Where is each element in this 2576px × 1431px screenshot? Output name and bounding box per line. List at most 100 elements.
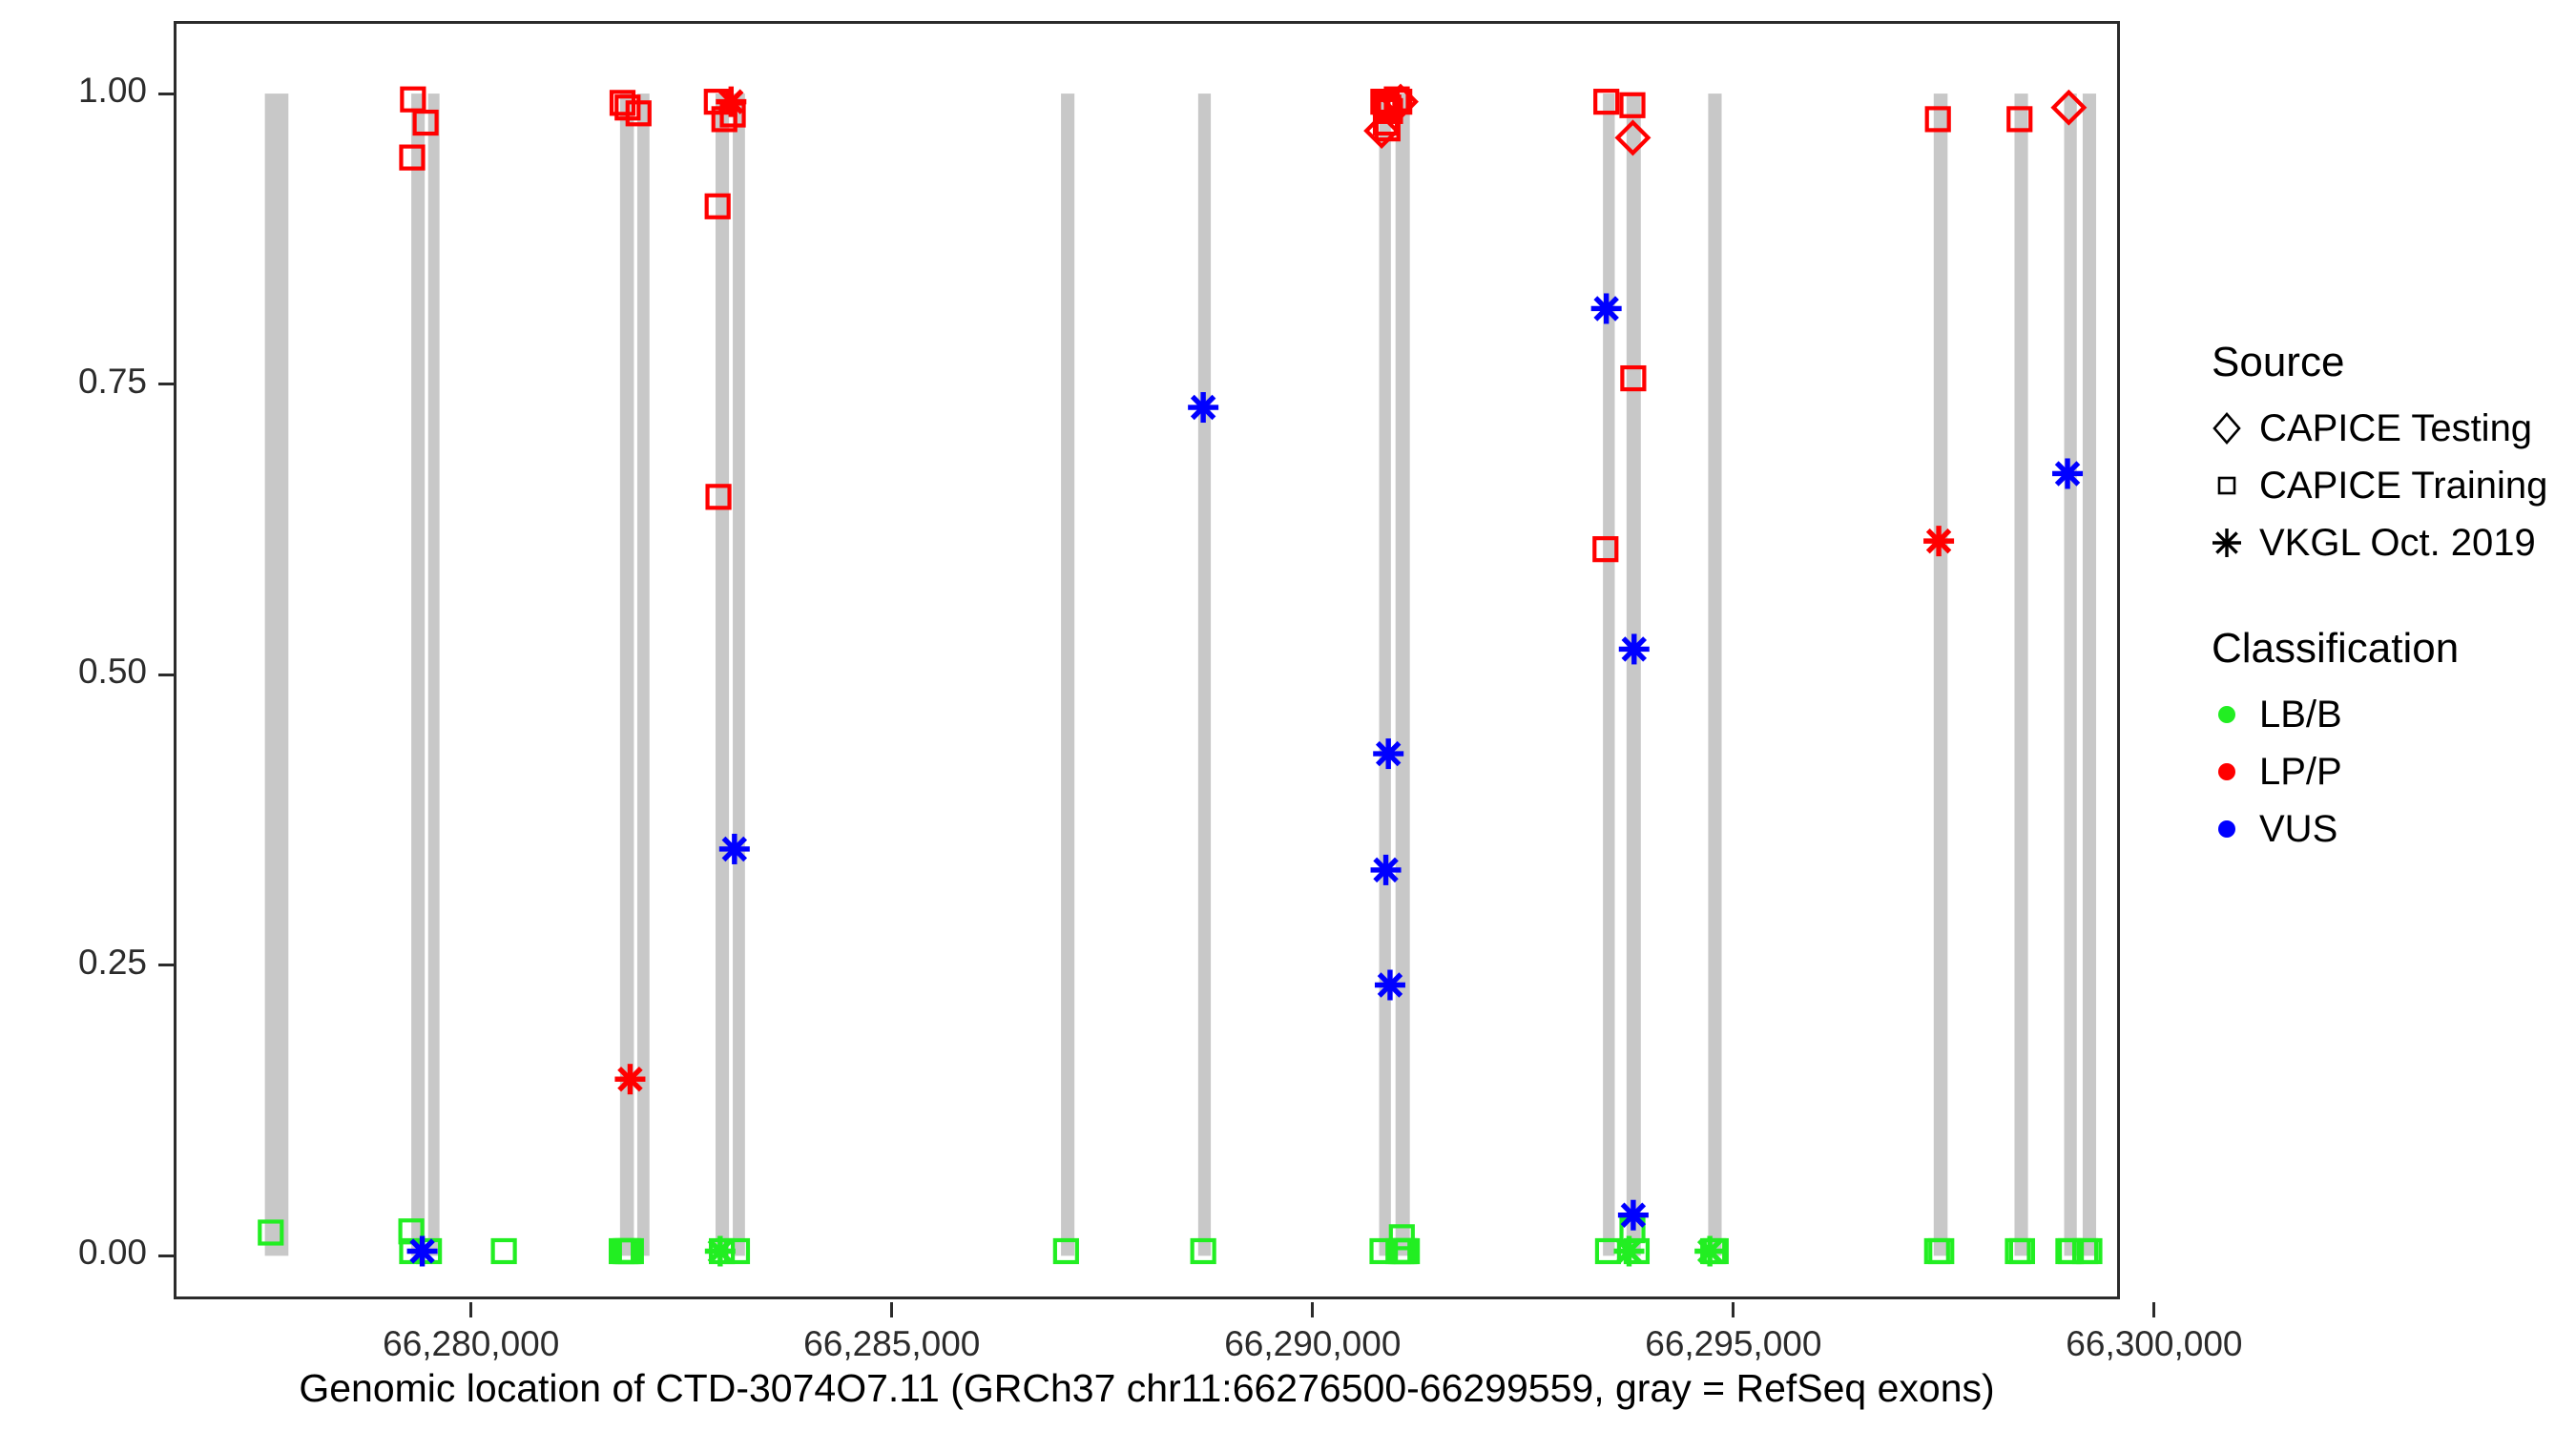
data-point <box>617 1237 644 1265</box>
x-axis-tick-label: 66,290,000 <box>1224 1324 1402 1363</box>
data-point <box>1928 1237 1955 1265</box>
data-point <box>2076 1237 2103 1265</box>
dot-icon-lbb <box>2194 695 2259 734</box>
legend-title-source: Source <box>2212 339 2345 385</box>
data-point <box>704 1235 736 1267</box>
data-point <box>614 1064 646 1095</box>
data-point <box>1619 92 1646 118</box>
x-axis-tick <box>2152 1302 2156 1317</box>
data-point <box>1694 1235 1726 1267</box>
legend-label-lpp: LP/P <box>2259 750 2342 793</box>
data-point <box>1924 106 1951 133</box>
exon-bar <box>1061 93 1075 1256</box>
data-point <box>1614 119 1652 156</box>
data-point <box>406 1235 438 1267</box>
data-points-layer <box>258 83 2103 1267</box>
asterisk-icon <box>2194 524 2259 562</box>
data-point <box>2052 458 2084 489</box>
data-point <box>1617 1199 1649 1231</box>
x-axis-tick <box>1311 1302 1315 1317</box>
data-point <box>258 1219 284 1246</box>
data-point <box>1190 1237 1216 1265</box>
y-axis-tick-label: 0.25 <box>77 942 147 982</box>
x-axis-tick-label: 66,295,000 <box>1645 1324 1822 1363</box>
data-point <box>625 100 652 127</box>
x-axis-tick <box>1732 1302 1735 1317</box>
x-axis-tick-label: 66,285,000 <box>803 1324 981 1363</box>
data-point <box>1370 854 1402 885</box>
exon-bar <box>264 93 289 1256</box>
legend-group-classification: Classification LB/B LP/P VUS <box>2194 625 2566 858</box>
legend-label-vus: VUS <box>2259 807 2338 850</box>
exon-bar <box>427 93 440 1256</box>
data-point <box>1592 536 1619 563</box>
y-axis-tick <box>158 383 174 386</box>
legend-label-capice-training: CAPICE Training <box>2259 464 2548 507</box>
exon-bar <box>733 93 745 1256</box>
exon-bar <box>1708 93 1722 1256</box>
data-point <box>718 833 750 864</box>
data-point <box>716 86 747 117</box>
data-point <box>1388 1224 1415 1251</box>
exon-bar <box>715 93 730 1256</box>
legend-label-capice-testing: CAPICE Testing <box>2259 406 2533 449</box>
data-point <box>1394 1237 1421 1265</box>
data-point <box>1363 113 1401 150</box>
y-axis-tick-label: 1.00 <box>77 71 147 111</box>
legend-item-vkgl[interactable]: VKGL Oct. 2019 <box>2194 514 2566 571</box>
data-point <box>2057 1237 2085 1265</box>
data-point <box>2006 106 2033 133</box>
x-axis-title: Genomic location of CTD-3074O7.11 (GRCh3… <box>299 1366 1995 1410</box>
square-icon <box>2194 467 2259 505</box>
data-point <box>1373 738 1404 770</box>
x-axis-tick-label: 66,280,000 <box>383 1324 560 1363</box>
dot-icon-vus <box>2194 810 2259 848</box>
legend-label-vkgl: VKGL Oct. 2019 <box>2259 521 2536 564</box>
data-point <box>1593 89 1620 115</box>
plot-canvas <box>258 83 2103 1267</box>
data-point <box>1386 89 1413 115</box>
data-point <box>412 109 439 136</box>
data-point <box>1618 633 1650 665</box>
exon-bar <box>1197 93 1212 1256</box>
data-point <box>704 193 731 219</box>
legend-item-lpp[interactable]: LP/P <box>2194 743 2566 800</box>
data-point <box>1923 526 1955 557</box>
y-axis-tick <box>158 673 174 676</box>
legend-item-lbb[interactable]: LB/B <box>2194 686 2566 743</box>
y-axis-tick-label: 0.00 <box>77 1233 147 1273</box>
legend-item-capice-training[interactable]: CAPICE Training <box>2194 457 2566 514</box>
data-point <box>705 484 732 510</box>
legend-item-vus[interactable]: VUS <box>2194 800 2566 858</box>
y-axis-tick <box>158 964 174 967</box>
x-axis-tick <box>469 1302 473 1317</box>
exon-bar <box>2014 93 2028 1256</box>
legend-group-source: Source CAPICE Testing CAPICE Training <box>2194 339 2566 571</box>
data-point <box>490 1237 517 1265</box>
exon-bar <box>1626 93 1641 1256</box>
data-point <box>1613 1235 1645 1267</box>
exon-bar <box>1379 93 1391 1256</box>
legend-item-capice-testing[interactable]: CAPICE Testing <box>2194 400 2566 457</box>
exon-bar <box>636 93 650 1256</box>
exon-bar <box>411 93 426 1256</box>
exon-bars-layer <box>264 93 2097 1256</box>
x-axis-tick <box>890 1302 894 1317</box>
exon-bar <box>2064 93 2077 1256</box>
exon-bar <box>619 93 634 1256</box>
y-axis-tick <box>158 1254 174 1257</box>
data-point <box>1382 83 1419 120</box>
data-point <box>1052 1237 1079 1265</box>
dot-icon-lpp <box>2194 753 2259 791</box>
data-point <box>1188 392 1219 424</box>
data-point <box>1590 293 1622 324</box>
exon-bar <box>2082 93 2097 1256</box>
legend: Source CAPICE Testing CAPICE Training <box>2194 339 2566 911</box>
exon-bar <box>1603 93 1615 1256</box>
data-point <box>1620 364 1647 392</box>
y-axis-tick-label: 0.75 <box>77 361 147 401</box>
data-point <box>2008 1237 2036 1265</box>
exon-bar <box>1395 93 1410 1256</box>
plot-panel <box>174 21 2120 1299</box>
